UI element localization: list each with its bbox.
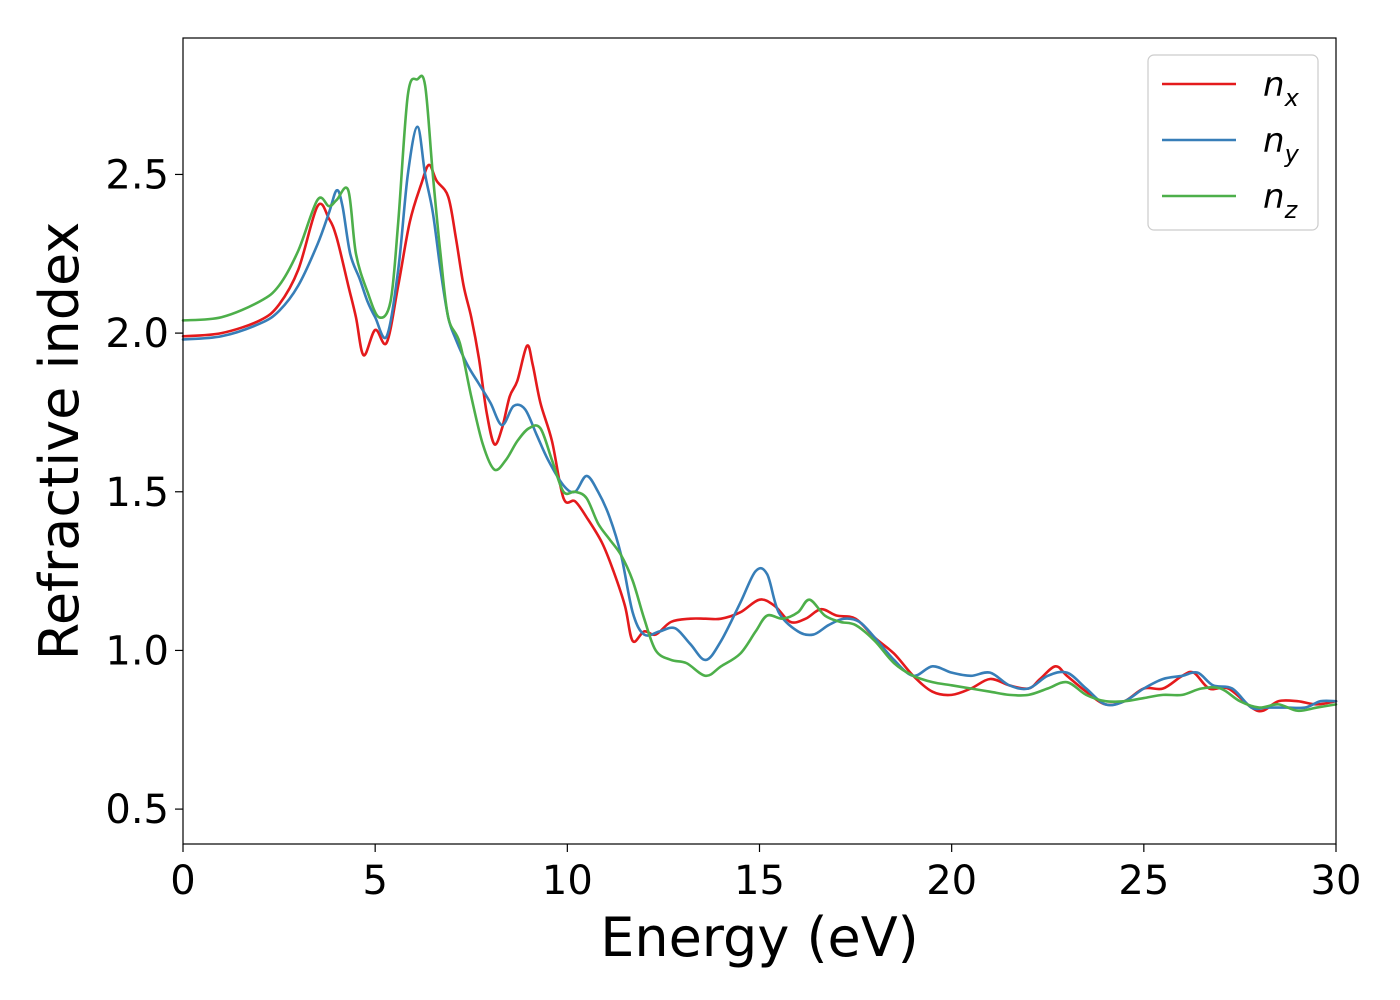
- x-tick-label: 20: [926, 858, 977, 904]
- y-tick-label: 1.5: [105, 470, 169, 516]
- series-line-nz: [181, 74, 1338, 713]
- x-tick-label: 10: [542, 858, 593, 904]
- legend-label-nz: nz: [1263, 177, 1299, 224]
- legend-label-nx: nx: [1263, 65, 1300, 112]
- x-tick-label: 30: [1311, 858, 1362, 904]
- y-tick-label: 2.5: [105, 152, 169, 198]
- y-tick-label: 2.0: [105, 311, 169, 357]
- legend-box: [1147, 54, 1319, 231]
- y-axis: 0.5 1.0 1.5 2.0 2.5: [105, 152, 183, 833]
- x-axis-label: Energy (eV): [600, 906, 919, 969]
- series-line-ny: [181, 125, 1338, 711]
- series-layer: [181, 74, 1338, 713]
- x-axis: 0 5 10 15 20 25 30: [170, 844, 1361, 904]
- y-axis-label: Refractive index: [28, 222, 91, 661]
- x-tick-label: 0: [170, 858, 195, 904]
- legend: nx ny nz: [1147, 54, 1319, 231]
- y-tick-label: 0.5: [105, 787, 169, 833]
- legend-label-ny: ny: [1263, 121, 1300, 168]
- x-tick-label: 5: [362, 858, 387, 904]
- x-tick-label: 25: [1118, 858, 1169, 904]
- y-tick-label: 1.0: [105, 628, 169, 674]
- x-tick-label: 15: [734, 858, 785, 904]
